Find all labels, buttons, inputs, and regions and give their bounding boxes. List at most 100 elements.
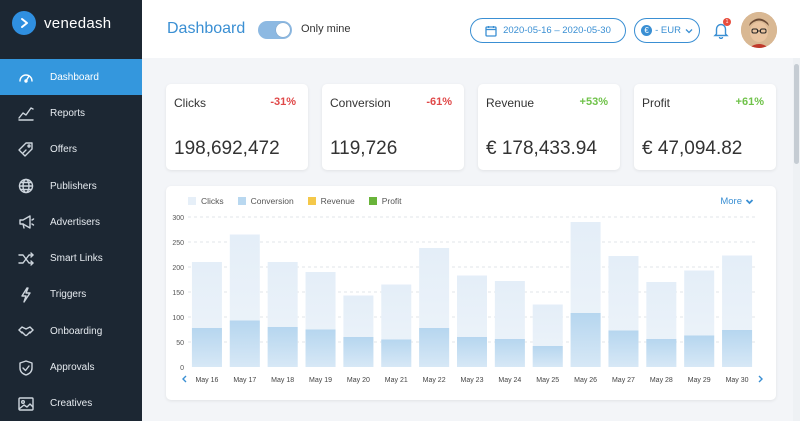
- stat-value: € 47,094.82: [642, 138, 743, 159]
- legend-swatch: [188, 197, 196, 205]
- legend-label: Clicks: [201, 196, 224, 206]
- y-tick-label: 200: [172, 265, 184, 272]
- legend-item-conversion[interactable]: Conversion: [237, 196, 294, 206]
- stat-label: Revenue: [486, 96, 535, 110]
- speedometer-icon: [16, 67, 36, 87]
- currency-selector[interactable]: € - EUR: [634, 18, 700, 43]
- x-tick-label: May 27: [612, 377, 635, 384]
- x-tick-label: May 23: [461, 377, 484, 384]
- sidebar-item-triggers[interactable]: Triggers: [0, 277, 142, 313]
- x-tick-label: May 21: [385, 377, 408, 384]
- sidebar-item-label: Reports: [50, 107, 86, 119]
- bar-conversion: [305, 329, 336, 367]
- sidebar-item-label: Smart Links: [50, 253, 103, 265]
- currency-label: - EUR: [655, 25, 681, 36]
- shuffle-icon: [16, 249, 36, 269]
- y-tick-label: 100: [172, 315, 184, 322]
- brand-name: venedash: [44, 14, 112, 32]
- traffic-chart: 0 50 100 150 200 250 300 May 16 May 17 May 18 May …: [172, 215, 763, 384]
- x-tick-label: May 29: [688, 377, 711, 384]
- x-tick-label: May 17: [233, 377, 256, 384]
- bar-conversion: [722, 330, 753, 367]
- brand-logo-icon: [12, 11, 36, 35]
- chevron-right-icon[interactable]: [758, 375, 763, 383]
- x-tick-label: May 26: [574, 377, 597, 384]
- bar-conversion: [343, 337, 374, 367]
- bar-conversion: [267, 327, 298, 367]
- x-tick-label: May 24: [498, 377, 521, 384]
- legend-item-clicks[interactable]: Clicks: [188, 196, 224, 206]
- chevron-left-icon[interactable]: [182, 375, 187, 383]
- date-range-text: 2020-05-16 – 2020-05-30: [503, 25, 611, 36]
- image-icon: [16, 394, 36, 414]
- page-scrollbar[interactable]: [793, 58, 800, 421]
- brand[interactable]: venedash: [12, 10, 111, 36]
- sidebar-item-label: Dashboard: [50, 71, 99, 83]
- legend-swatch: [368, 197, 377, 205]
- stat-change: +61%: [735, 96, 764, 108]
- x-tick-label: May 28: [650, 377, 673, 384]
- sidebar-item-advertisers[interactable]: Advertisers: [0, 204, 142, 240]
- sidebar-item-approvals[interactable]: Approvals: [0, 349, 142, 385]
- sidebar-item-dashboard[interactable]: Dashboard: [0, 59, 142, 96]
- calendar-icon: [485, 25, 497, 37]
- stat-change: -31%: [270, 96, 296, 108]
- legend-swatch: [237, 197, 246, 205]
- x-tick-label: May 20: [347, 377, 370, 384]
- sidebar-nav: Dashboard Reports Offers Publishers Advertis…: [0, 59, 142, 421]
- sidebar-item-label: Triggers: [50, 289, 87, 301]
- bar-conversion: [457, 337, 487, 367]
- legend-item-revenue[interactable]: Revenue: [307, 196, 355, 206]
- more-label: More: [720, 196, 742, 207]
- bar-conversion: [191, 328, 222, 367]
- sidebar-item-onboarding[interactable]: Onboarding: [0, 313, 142, 349]
- sidebar-item-publishers[interactable]: Publishers: [0, 168, 142, 204]
- legend-label: Conversion: [250, 196, 294, 206]
- chart-panel: 0 50 100 150 200 250 300 May 16 May 17 May 18 May …: [166, 186, 776, 400]
- stat-value: 198,692,472: [174, 138, 280, 159]
- notifications-button[interactable]: 1: [712, 18, 731, 40]
- x-tick-label: May 18: [271, 377, 294, 384]
- y-tick-label: 150: [172, 290, 184, 297]
- sidebar-item-label: Onboarding: [50, 325, 103, 337]
- bar-conversion: [229, 320, 260, 367]
- stat-change: +53%: [579, 96, 608, 108]
- euro-icon: €: [641, 25, 653, 36]
- sidebar-item-label: Advertisers: [50, 216, 101, 228]
- toggle-knob: [276, 23, 290, 37]
- sidebar-item-smart-links[interactable]: Smart Links: [0, 240, 142, 276]
- bar-conversion: [532, 346, 563, 367]
- date-range-picker[interactable]: 2020-05-16 – 2020-05-30: [470, 18, 626, 43]
- y-tick-label: 0: [180, 365, 184, 372]
- sidebar-item-reports[interactable]: Reports: [0, 95, 142, 131]
- only-mine-toggle[interactable]: [258, 21, 292, 39]
- bell-icon: [713, 23, 729, 40]
- stat-card-revenue: Revenue +53% € 178,433.94: [478, 84, 620, 170]
- chart-legend: Clicks Conversion Revenue Profit: [188, 196, 416, 206]
- page-title: Dashboard: [167, 20, 246, 37]
- stat-value: 119,726: [330, 138, 398, 159]
- globe-icon: [16, 176, 36, 196]
- notification-badge: 1: [723, 18, 731, 26]
- bar-conversion: [419, 328, 450, 367]
- stat-label: Profit: [642, 96, 671, 110]
- x-tick-label: May 16: [195, 377, 218, 384]
- scroll-thumb[interactable]: [794, 64, 799, 164]
- handshake-icon: [16, 321, 36, 341]
- bar-conversion: [570, 313, 601, 367]
- y-tick-label: 300: [172, 215, 184, 222]
- sidebar-item-creatives[interactable]: Creatives: [0, 386, 142, 421]
- bar-conversion: [646, 339, 677, 367]
- sidebar-item-label: Approvals: [50, 362, 95, 374]
- y-tick-label: 50: [176, 340, 184, 347]
- megaphone-icon: [16, 212, 36, 232]
- legend-item-profit[interactable]: Profit: [368, 196, 402, 206]
- more-button[interactable]: More: [720, 196, 754, 207]
- sidebar: venedash Dashboard Reports Offers Publisher…: [0, 0, 142, 421]
- legend-label: Profit: [381, 196, 402, 206]
- stat-label: Clicks: [174, 96, 206, 110]
- bar-conversion: [494, 339, 525, 367]
- sidebar-item-offers[interactable]: Offers: [0, 132, 142, 168]
- user-avatar[interactable]: [741, 12, 777, 48]
- sidebar-item-label: Offers: [50, 144, 78, 156]
